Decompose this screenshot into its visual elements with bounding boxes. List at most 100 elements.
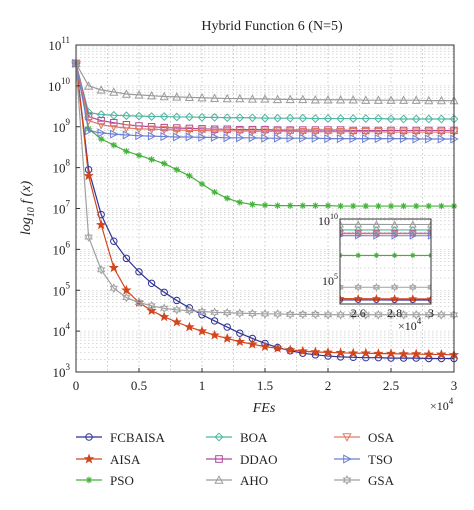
inset-data-point [355, 231, 363, 240]
data-point [159, 311, 170, 322]
data-point [109, 283, 119, 294]
y-tick-label: 1010 [48, 76, 71, 94]
data-point [260, 127, 270, 137]
data-point [373, 348, 384, 358]
data-point [400, 202, 407, 210]
data-point [260, 309, 270, 319]
data-point [134, 297, 144, 308]
data-point [386, 114, 396, 124]
data-point [236, 199, 243, 206]
inset-x-tick-label: 2.8 [387, 306, 402, 320]
inset-series-layer [340, 220, 431, 304]
data-point [336, 127, 346, 137]
legend-marker [214, 432, 224, 442]
series-line [75, 63, 454, 120]
data-point [122, 292, 131, 303]
inset-grid [339, 219, 432, 304]
y-axis: 103 104 105 106 107 108 109 1010 1011 [48, 35, 80, 380]
series-boa [71, 58, 459, 124]
data-point [160, 288, 168, 296]
data-point [348, 114, 358, 123]
inset-x-axis: 2.6 2.8 3 [351, 306, 434, 320]
data-point [261, 133, 270, 143]
inset-data-point [427, 230, 431, 238]
data-point [98, 135, 105, 143]
legend-item-osa: OSA [334, 430, 395, 445]
data-point [147, 300, 156, 311]
inset-series-gsa [340, 282, 431, 292]
inset-data-point [372, 220, 381, 228]
data-point [323, 309, 333, 320]
data-point [147, 131, 157, 141]
legend-label: FCBAISA [110, 430, 166, 445]
data-point [298, 94, 308, 104]
inset-data-point [373, 252, 379, 258]
series-gsa [71, 58, 459, 320]
data-point [249, 201, 256, 208]
data-point [134, 125, 144, 134]
data-point [311, 309, 320, 320]
data-point [438, 202, 445, 210]
data-point [248, 308, 257, 319]
data-point [235, 127, 245, 136]
data-point [147, 279, 156, 288]
data-point [361, 309, 371, 320]
inset-data-point [409, 282, 417, 292]
data-point [222, 127, 232, 136]
data-point [109, 123, 119, 132]
x-axis-label: FEs [252, 401, 276, 416]
legend-label: OSA [368, 430, 395, 445]
data-point [123, 148, 130, 155]
data-point [272, 342, 283, 353]
data-point [224, 195, 231, 202]
x-multiplier-base: ×10 [430, 399, 449, 413]
data-point [247, 127, 257, 137]
data-point [386, 309, 396, 320]
inset-data-point [427, 226, 431, 234]
data-point [96, 264, 106, 275]
data-point [287, 202, 294, 209]
data-point [298, 127, 308, 137]
series-layer [70, 57, 460, 363]
data-point [297, 345, 308, 356]
inset-x-tick-label: 3 [428, 306, 434, 320]
inset-data-point [354, 230, 363, 238]
data-point [285, 94, 295, 104]
inset-data-point [354, 282, 362, 292]
inset-data-point [392, 252, 398, 258]
inset-data-point [427, 231, 431, 240]
legend-item-fcbaisa: FCBAISA [76, 430, 166, 445]
data-point [310, 95, 320, 104]
data-point [411, 95, 421, 104]
data-point [398, 348, 409, 359]
inset-data-point [408, 294, 418, 303]
data-point [198, 132, 207, 142]
legend-label: BOA [240, 430, 268, 445]
data-point [261, 202, 269, 209]
legend-marker [343, 454, 352, 464]
data-point [235, 308, 245, 319]
data-point [411, 348, 422, 359]
x-tick-label: 1 [199, 378, 206, 393]
series-osa [71, 59, 459, 137]
data-point [234, 336, 245, 347]
data-point [260, 113, 270, 123]
data-point [399, 114, 409, 124]
inset-data-point [428, 252, 431, 258]
data-point [248, 133, 258, 143]
legend-label: TSO [368, 452, 393, 467]
data-point [185, 305, 194, 316]
data-point [348, 127, 358, 137]
data-point [423, 348, 434, 359]
inset-plot: 105 1010 2.6 2.8 3 ×104 [318, 212, 434, 333]
data-point [247, 113, 257, 123]
data-point [424, 309, 434, 320]
data-point [323, 95, 333, 104]
data-point [310, 114, 320, 123]
data-point [121, 124, 131, 133]
inset-x-multiplier: ×104 [398, 316, 422, 333]
data-point [134, 90, 144, 99]
data-point [223, 133, 232, 143]
data-point [436, 95, 446, 105]
data-point [360, 347, 371, 358]
